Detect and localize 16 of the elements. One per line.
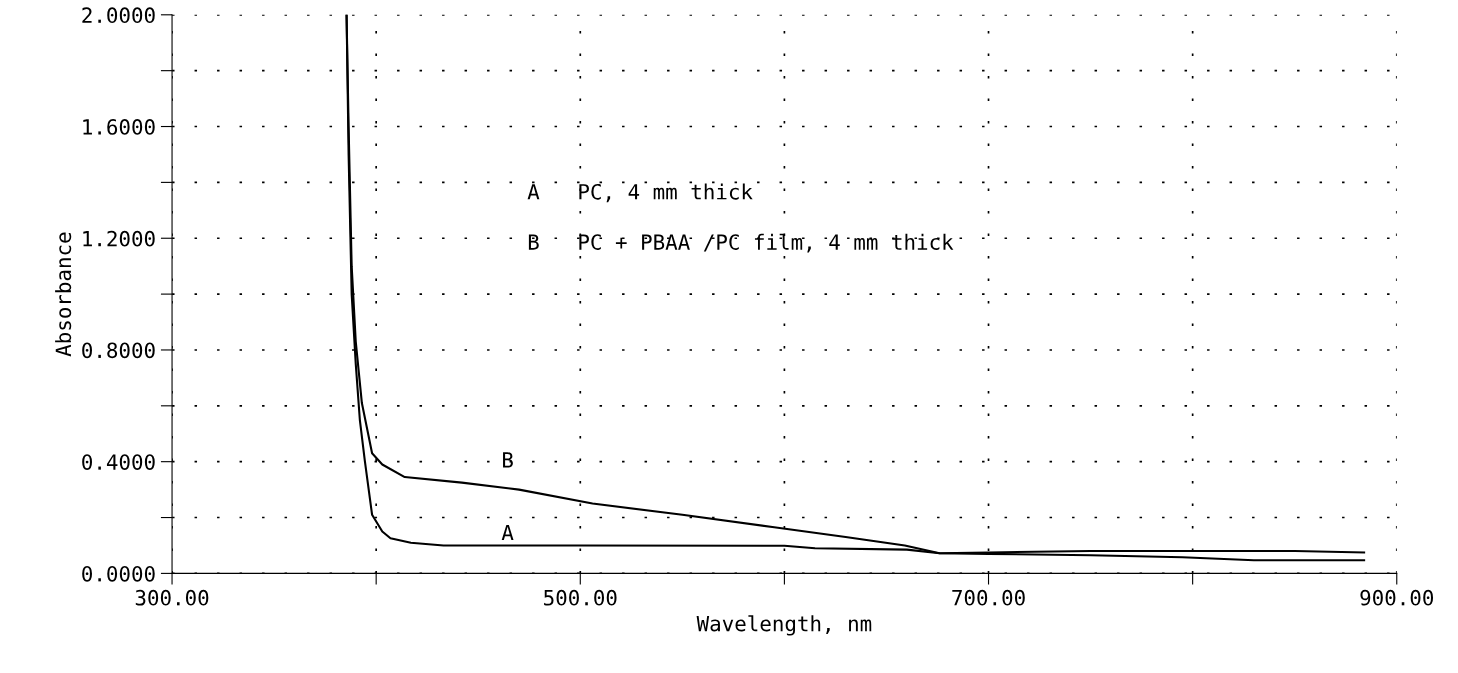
x-tick-label: 300.00 bbox=[135, 589, 209, 606]
annotation: A PC, 4 mm thick bbox=[527, 183, 753, 203]
y-tick-label: 1.6000 bbox=[83, 119, 155, 135]
y-tick-label: 0.0000 bbox=[82, 565, 155, 582]
x-tick-label: 500.00 bbox=[544, 589, 617, 606]
annotation: A bbox=[501, 524, 514, 541]
y-tick-label: 0.4000 bbox=[82, 454, 155, 470]
y-tick-label: 1.2000 bbox=[83, 230, 155, 247]
x-axis-title: Wavelength, nm bbox=[696, 615, 872, 636]
x-tick-label: 900.00 bbox=[1360, 589, 1434, 606]
y-axis-title: Absorbance bbox=[55, 232, 72, 357]
annotation: B PC + PBAA /PC film, 4 mm thick bbox=[528, 233, 954, 253]
x-tick-label: 700.00 bbox=[952, 589, 1025, 606]
y-tick-label: 2.0000 bbox=[82, 7, 155, 24]
annotation: B bbox=[503, 452, 513, 468]
y-tick-label: 0.8000 bbox=[82, 342, 155, 359]
